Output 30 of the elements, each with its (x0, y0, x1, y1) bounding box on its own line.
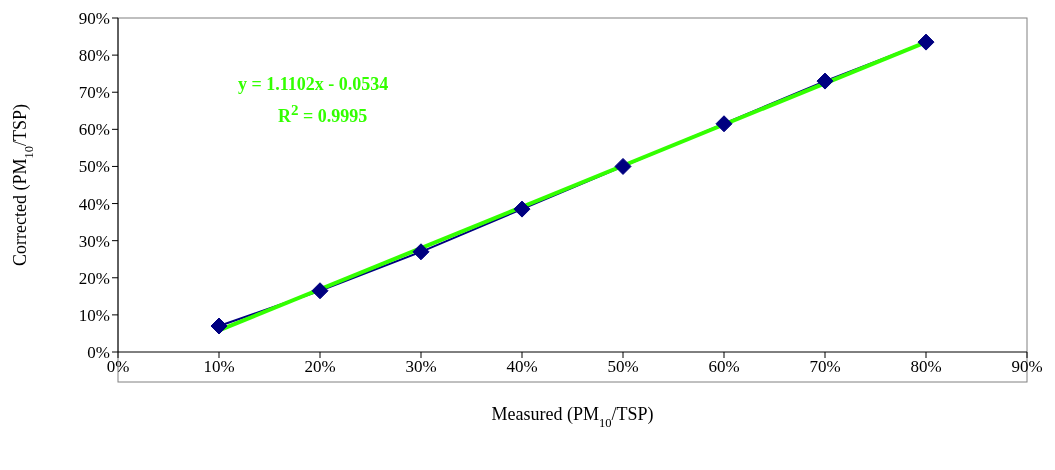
x-tick-label: 80% (910, 357, 942, 377)
x-tick-label: 30% (405, 357, 437, 377)
y-tick-label: 10% (78, 305, 110, 325)
point (816, 72, 834, 90)
point (513, 200, 531, 218)
point (311, 282, 329, 300)
point (715, 115, 733, 133)
x-tick-label: 90% (1011, 357, 1043, 377)
y-tick-label: 80% (78, 46, 110, 66)
x-tick-label: 20% (304, 357, 336, 377)
x-tick-label: 40% (506, 357, 538, 377)
point (917, 33, 935, 51)
point (412, 243, 430, 261)
y-tick-label: 70% (78, 83, 110, 103)
x-tick-label: 10% (203, 357, 235, 377)
x-tick-label: 50% (607, 357, 639, 377)
y-tick-label: 20% (78, 268, 110, 288)
y-tick-label: 30% (78, 231, 110, 251)
y-tick-label: 60% (78, 120, 110, 140)
x-tick-label: 60% (708, 357, 740, 377)
y-tick-label: 40% (78, 194, 110, 214)
y-tick-label: 50% (78, 157, 110, 177)
point (210, 317, 228, 335)
annotation: R$^{2}$ = 0.9995 (278, 102, 368, 127)
y-tick-label: 90% (78, 9, 110, 29)
x-axis-title: Measured (PM$_{10}$/TSP) (491, 404, 654, 430)
annotation: y = 1.1102x - 0.0534 (238, 74, 389, 95)
point (614, 157, 632, 175)
x-tick-label: 0% (106, 357, 130, 377)
x-tick-label: 70% (809, 357, 841, 377)
